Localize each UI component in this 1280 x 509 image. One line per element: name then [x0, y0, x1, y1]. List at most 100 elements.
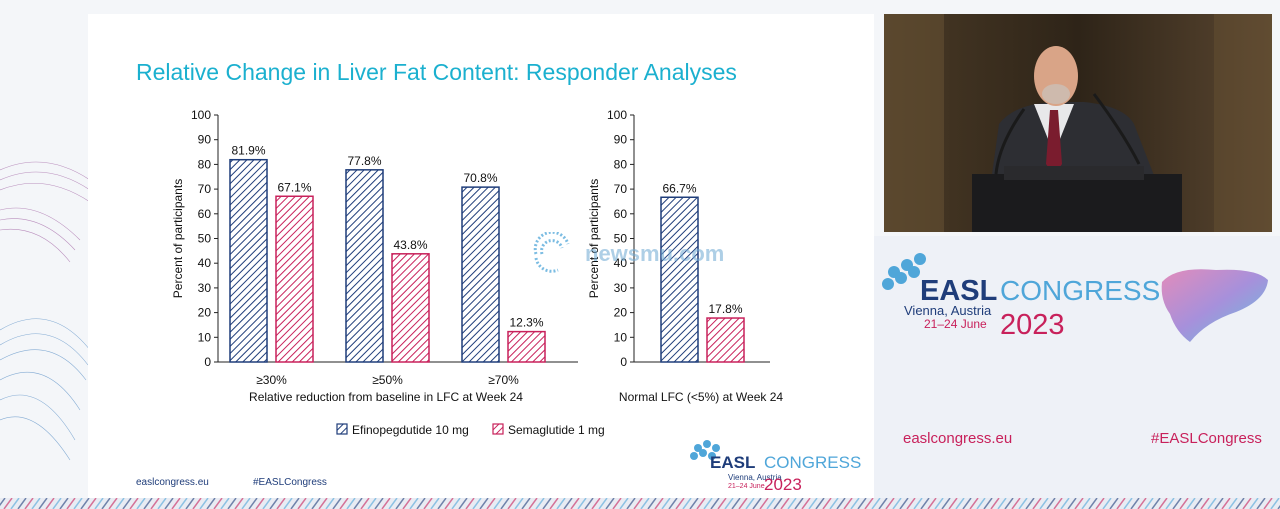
- strip-line: [983, 498, 993, 509]
- strip-line: [1172, 498, 1182, 509]
- y-tick-label: 20: [614, 306, 628, 320]
- bar: [345, 169, 384, 363]
- strip-line: [150, 498, 160, 509]
- strip-line: [143, 498, 153, 509]
- y-tick-label: 0: [620, 355, 627, 369]
- y-tick-label: 80: [198, 157, 212, 171]
- y-tick-label: 30: [614, 281, 628, 295]
- strip-line: [283, 498, 293, 509]
- strip-line: [367, 498, 377, 509]
- strip-line: [507, 498, 517, 509]
- watermark: newsmu.com: [528, 230, 758, 273]
- slide-footer-hashtag: #EASLCongress: [253, 477, 327, 488]
- y-tick-label: 90: [614, 133, 628, 147]
- strip-line: [1102, 498, 1112, 509]
- strip-line: [934, 498, 944, 509]
- slide-logo-dates: 21–24 June: [728, 483, 765, 490]
- data-label: 17.8%: [708, 302, 742, 316]
- strip-line: [808, 498, 818, 509]
- chart-lfc-reduction: 0 10 20 30 40 50 60 70 80 90 100 Percent of partici…: [171, 108, 578, 404]
- strip-line: [1081, 498, 1091, 509]
- strip-line: [1116, 498, 1126, 509]
- strip-line: [829, 498, 839, 509]
- legend-label: Semaglutide 1 mg: [508, 423, 605, 437]
- strip-line: [668, 498, 678, 509]
- strip-line: [927, 498, 937, 509]
- strip-line: [542, 498, 552, 509]
- data-label: 81.9%: [231, 144, 265, 158]
- strip-line: [465, 498, 475, 509]
- strip-line: [1256, 498, 1266, 509]
- strip-line: [129, 498, 139, 509]
- strip-line: [1193, 498, 1203, 509]
- strip-line: [248, 498, 258, 509]
- y-tick-label: 50: [198, 232, 212, 246]
- strip-line: [1123, 498, 1133, 509]
- strip-line: [1235, 498, 1245, 509]
- strip-line: [472, 498, 482, 509]
- strip-line: [549, 498, 559, 509]
- strip-line: [1263, 498, 1273, 509]
- watermark-icon: [533, 230, 570, 273]
- strip-line: [563, 498, 573, 509]
- strip-line: [423, 498, 433, 509]
- strip-line: [1025, 498, 1035, 509]
- strip-line: [962, 498, 972, 509]
- chart-normal-lfc: 0 10 20 30 40 50 60 70 80 90 100 Percent of partici…: [587, 108, 783, 404]
- strip-line: [948, 498, 958, 509]
- y-tick-label: 20: [198, 306, 212, 320]
- strip-line: [115, 498, 125, 509]
- strip-line: [640, 498, 650, 509]
- strip-line: [619, 498, 629, 509]
- y-tick-label: 60: [198, 207, 212, 221]
- strip-line: [297, 498, 307, 509]
- strip-line: [1151, 498, 1161, 509]
- strip-line: [213, 498, 223, 509]
- panel-logo-congress: CONGRESS: [1000, 275, 1160, 306]
- strip-line: [1137, 498, 1147, 509]
- strip-line: [346, 498, 356, 509]
- panel-site-link[interactable]: easlcongress.eu: [903, 430, 1013, 447]
- strip-line: [1039, 498, 1049, 509]
- strip-line: [577, 498, 587, 509]
- y-tick-label: 100: [607, 108, 627, 122]
- strip-line: [675, 498, 685, 509]
- y-tick-label: 40: [614, 256, 628, 270]
- strip-line: [45, 498, 55, 509]
- y-tick-label: 0: [204, 355, 211, 369]
- strip-line: [1186, 498, 1196, 509]
- data-label: 67.1%: [277, 180, 311, 194]
- strip-line: [836, 498, 846, 509]
- slide-title: Relative Change in Liver Fat Content: Re…: [136, 59, 737, 85]
- strip-line: [1277, 504, 1280, 509]
- strip-line: [626, 498, 636, 509]
- strip-line: [1207, 498, 1217, 509]
- x-tick-label: ≥70%: [488, 373, 519, 387]
- bar: [507, 330, 546, 363]
- legend-swatch: [492, 423, 504, 435]
- strip-line: [1158, 498, 1168, 509]
- strip-line: [801, 498, 811, 509]
- strip-line: [941, 498, 951, 509]
- panel-logo-year: 2023: [1000, 309, 1065, 336]
- strip-line: [1221, 498, 1231, 509]
- strip-line: [612, 498, 622, 509]
- strip-line: [332, 498, 342, 509]
- strip-line: [31, 498, 41, 509]
- bar: [229, 158, 268, 363]
- bar: [391, 253, 430, 363]
- strip-line: [486, 498, 496, 509]
- strip-line: [220, 498, 230, 509]
- strip-line: [598, 498, 608, 509]
- strip-line: [80, 498, 90, 509]
- strip-line: [773, 498, 783, 509]
- strip-line: [430, 498, 440, 509]
- strip-line: [1228, 498, 1238, 509]
- y-tick-label: 30: [198, 281, 212, 295]
- y-tick-label: 90: [198, 133, 212, 147]
- strip-line: [17, 498, 27, 509]
- strip-line: [584, 498, 594, 509]
- slide-logo-congress: CONGRESS: [764, 453, 861, 472]
- strip-line: [269, 498, 279, 509]
- strip-line: [164, 498, 174, 509]
